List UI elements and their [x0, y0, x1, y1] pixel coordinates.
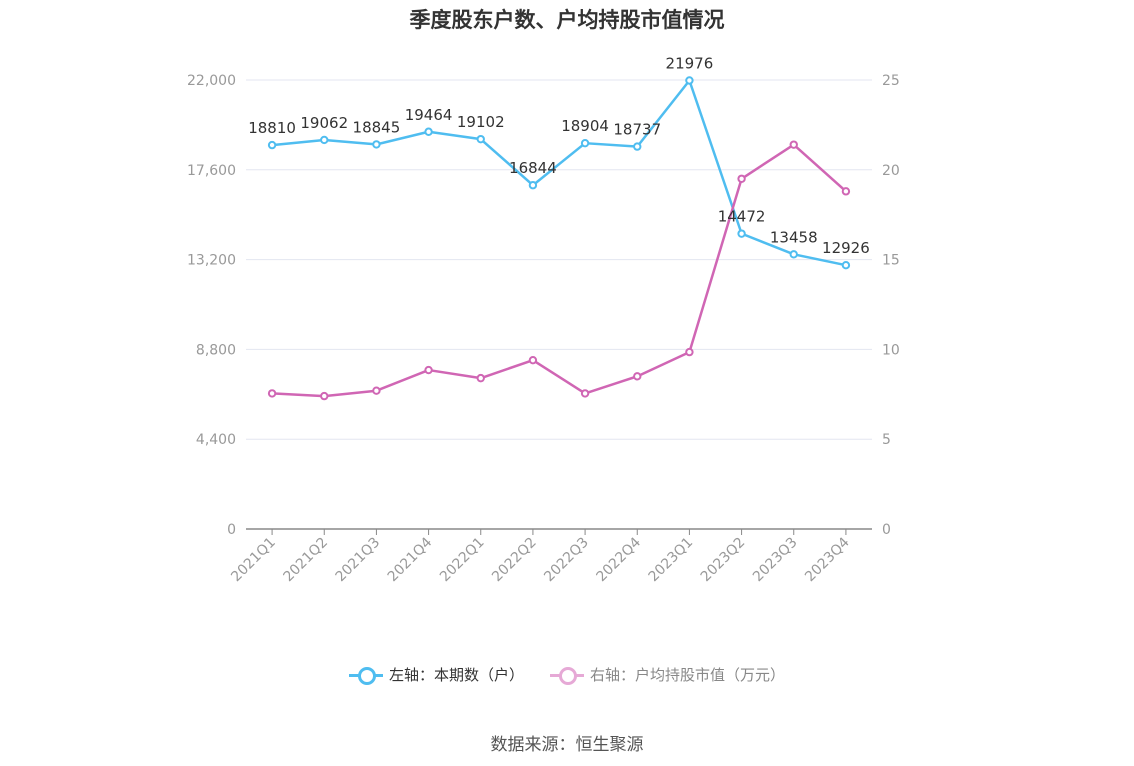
data-label: 18737	[613, 121, 661, 139]
legend-label-left: 左轴：本期数（户）	[388, 666, 524, 684]
data-point-left	[424, 127, 433, 136]
data-point-right	[633, 372, 642, 381]
y-right-tick-label: 10	[882, 342, 900, 358]
series-layer	[267, 76, 851, 401]
chart-title: 季度股东户数、户均持股市值情况	[409, 8, 725, 32]
legend-swatch-left-icon	[348, 666, 383, 685]
x-tick-label: 2022Q1	[437, 535, 488, 586]
data-label: 19102	[457, 113, 505, 131]
x-tick-label: 2022Q3	[541, 535, 592, 586]
chart-svg: 0 0 4,400 5 8,800 10 13,200 15 17,600 20 22,000 25 2…	[187, 54, 900, 585]
data-point-right	[320, 391, 329, 401]
data-point-right	[424, 365, 433, 375]
data-label: 19464	[405, 106, 453, 124]
data-point-left	[789, 250, 798, 259]
data-point-left	[841, 260, 851, 270]
y-right-tick-label: 15	[882, 253, 900, 269]
y-right-tick-label: 20	[882, 163, 900, 179]
y-right-tick-label: 0	[882, 522, 891, 538]
data-point-left	[476, 134, 485, 144]
data-point-left	[267, 140, 277, 150]
data-point-right	[267, 389, 277, 398]
data-label: 16844	[509, 159, 557, 177]
data-point-left	[737, 229, 746, 238]
x-tick-label: 2021Q4	[385, 534, 436, 585]
axis-layer: 0 0 4,400 5 8,800 10 13,200 15 17,600 20 22,000 25 2…	[187, 73, 900, 585]
data-point-right	[841, 187, 851, 196]
data-label: 18904	[561, 117, 609, 135]
x-tick-label: 2022Q4	[593, 534, 644, 585]
data-point-left	[372, 140, 381, 149]
data-point-left	[633, 142, 642, 151]
data-point-right	[372, 386, 381, 395]
x-tick-label: 2022Q2	[489, 535, 540, 586]
data-label: 19062	[300, 114, 348, 132]
data-point-left	[528, 181, 538, 190]
legend-item-left[interactable]: 左轴：本期数（户）	[348, 664, 524, 685]
series-line-right	[272, 143, 847, 398]
x-tick-label: 2023Q2	[698, 535, 749, 586]
grid-layer	[246, 79, 872, 440]
data-point-left	[580, 138, 590, 148]
data-point-right	[528, 355, 538, 365]
y-left-tick-label: 0	[227, 522, 236, 538]
legend-swatch-right-icon	[550, 666, 584, 685]
data-label: 18810	[248, 119, 296, 137]
data-label: 14472	[718, 208, 766, 226]
y-left-tick-label: 22,000	[187, 73, 236, 89]
x-tick-label: 2023Q1	[646, 535, 697, 586]
x-tick-label: 2021Q1	[228, 535, 279, 586]
y-left-tick-label: 13,200	[187, 253, 236, 269]
y-left-tick-label: 4,400	[196, 432, 236, 448]
data-label: 21976	[666, 54, 714, 72]
y-right-tick-label: 25	[882, 73, 900, 89]
data-point-right	[580, 389, 590, 398]
y-left-tick-label: 8,800	[196, 342, 236, 358]
y-left-tick-label: 17,600	[187, 163, 236, 179]
data-source: 数据来源：恒生聚源	[490, 735, 644, 755]
legend-label-right: 右轴：户均持股市值（万元）	[590, 666, 786, 684]
x-tick-label: 2021Q2	[280, 535, 331, 586]
data-point-right	[476, 373, 485, 383]
data-point-left	[320, 135, 329, 145]
data-label: 12926	[822, 239, 870, 257]
data-point-left	[685, 76, 694, 85]
legend-item-right[interactable]: 右轴：户均持股市值（万元）	[550, 664, 785, 685]
x-tick-label: 2021Q3	[333, 535, 384, 586]
data-point-right	[789, 140, 798, 149]
legend: 左轴：本期数（户） 右轴：户均持股市值（万元）	[0, 664, 1134, 685]
x-tick-label: 2023Q4	[802, 534, 853, 585]
data-point-right	[737, 174, 746, 183]
series-line-left	[271, 79, 847, 267]
data-label: 13458	[770, 228, 818, 246]
x-tick-label: 2023Q3	[750, 535, 801, 586]
data-label: 18845	[353, 118, 401, 136]
y-right-tick-label: 5	[882, 432, 891, 448]
data-point-right	[685, 347, 694, 357]
